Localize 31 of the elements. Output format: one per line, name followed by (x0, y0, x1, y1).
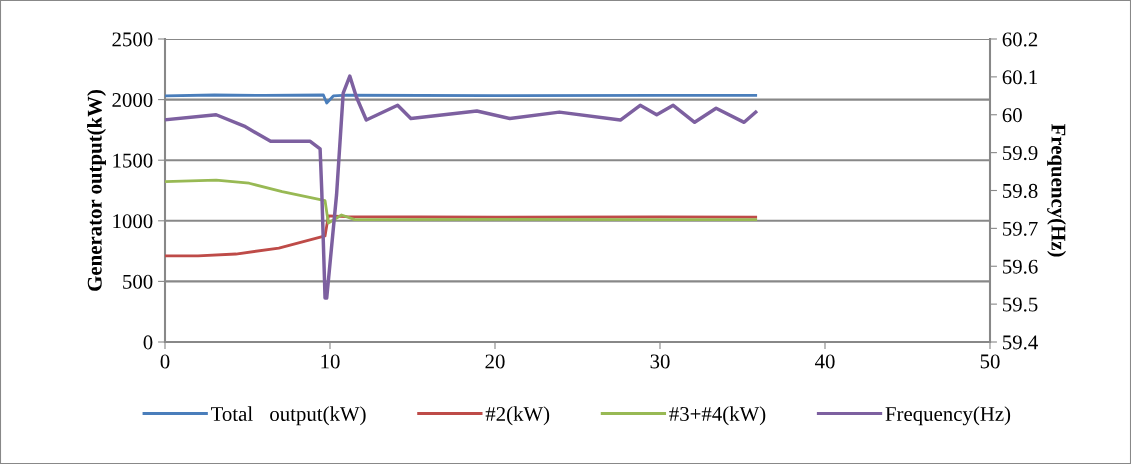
y2-tick-label: 60.1 (1002, 70, 1038, 85)
x-tick-label: 10 (321, 354, 340, 369)
y2-tick-label: 59.6 (1003, 259, 1038, 274)
legend-label: #2(kW) (485, 406, 550, 426)
y2-axis-title: Frequency(Hz) (1047, 123, 1067, 257)
y-tick-label: 1000 (113, 214, 153, 229)
x-tick-label: 30 (650, 354, 670, 369)
legend-label: #3+#4(kW) (669, 406, 766, 426)
y2-tick-label: 59.4 (1003, 335, 1038, 350)
y2-tick-label: 59.9 (1003, 146, 1038, 161)
line-series (165, 178, 758, 225)
y2-tick-label: 60 (1002, 108, 1022, 123)
line-series (165, 214, 758, 258)
y-tick-label: 0 (143, 335, 153, 350)
x-tick-label: 0 (160, 354, 170, 369)
y-tick-label: 500 (123, 274, 153, 289)
y2-tick-label: 60.2 (1002, 32, 1038, 47)
y-tick-label: 1500 (113, 153, 153, 168)
legend-label: Total output(kW) (211, 406, 366, 426)
line-series (165, 74, 758, 300)
y-tick-label: 2000 (112, 92, 153, 108)
y2-tick-label: 59.8 (1003, 183, 1038, 199)
x-tick-label: 50 (980, 354, 1000, 369)
line-series (165, 93, 758, 105)
y2-tick-label: 59.7 (1003, 221, 1038, 236)
y2-tick-label: 59.5 (1003, 297, 1038, 312)
y-tick-label: 2500 (112, 32, 153, 47)
x-tick-label: 40 (814, 354, 835, 369)
y-axis-title: Generator output(kW) (87, 90, 106, 291)
x-tick-label: 20 (485, 354, 505, 369)
legend-label: Frequency(Hz) (885, 406, 1011, 426)
